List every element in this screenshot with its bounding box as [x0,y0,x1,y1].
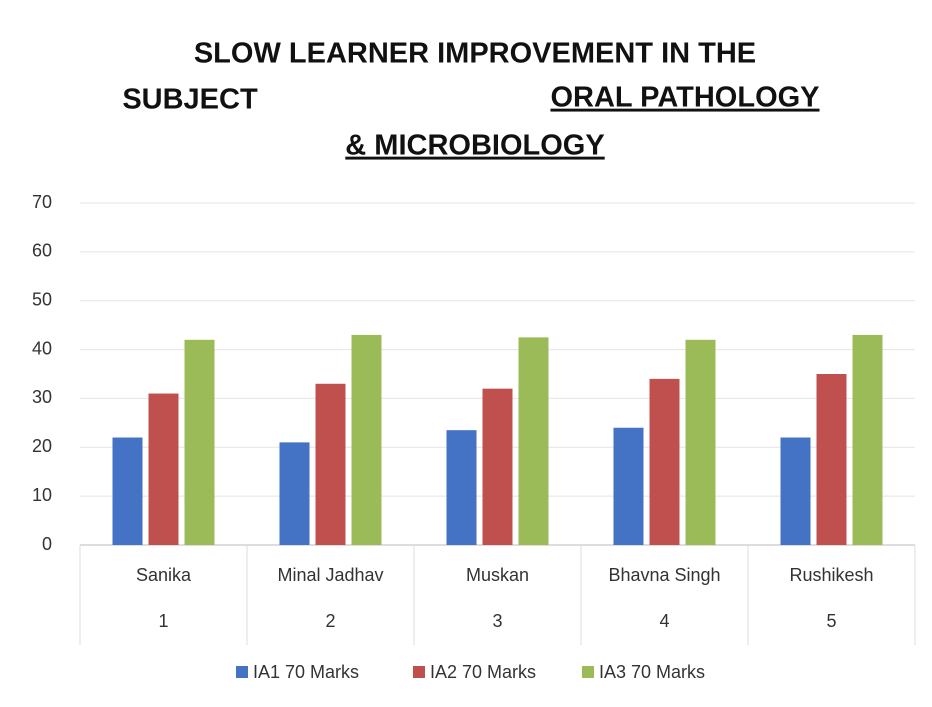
bar [482,388,513,545]
y-tick-label: 50 [32,289,52,309]
x-tick-label: Bhavna Singh [608,565,720,585]
chart-title: SUBJECT [122,84,258,116]
chart-title: & MICROBIOLOGY [345,130,604,162]
y-tick-label: 20 [32,436,52,456]
bar [315,383,346,545]
legend-key [582,666,594,678]
bar [148,393,179,545]
y-tick-label: 40 [32,338,52,358]
bar [184,339,215,545]
bar [279,442,310,545]
bar [816,374,847,545]
bar [852,334,883,545]
y-tick-label: 70 [32,192,52,212]
legend-label: IA2 70 Marks [430,662,536,682]
bar [351,334,382,545]
bar [780,437,811,545]
legend-key [413,666,425,678]
y-tick-label: 0 [42,534,52,554]
x-tick-number: 3 [492,611,502,631]
y-tick-label: 30 [32,387,52,407]
x-tick-label: Rushikesh [789,565,873,585]
x-tick-label: Muskan [466,565,529,585]
x-tick-label: Minal Jadhav [277,565,383,585]
x-tick-number: 5 [826,611,836,631]
chart-title: SLOW LEARNER IMPROVEMENT IN THE [194,38,756,70]
bar [649,378,680,545]
bar [112,437,143,545]
bar [518,337,549,545]
bar [685,339,716,545]
y-tick-label: 10 [32,485,52,505]
x-tick-number: 4 [659,611,669,631]
legend-label: IA1 70 Marks [253,662,359,682]
x-tick-label: Sanika [136,565,192,585]
chart-title: ORAL PATHOLOGY [550,82,819,114]
bar [613,427,644,545]
legend-label: IA3 70 Marks [599,662,705,682]
x-tick-number: 2 [325,611,335,631]
x-tick-number: 1 [158,611,168,631]
y-tick-label: 60 [32,241,52,261]
bar [446,430,477,545]
legend-key [236,666,248,678]
